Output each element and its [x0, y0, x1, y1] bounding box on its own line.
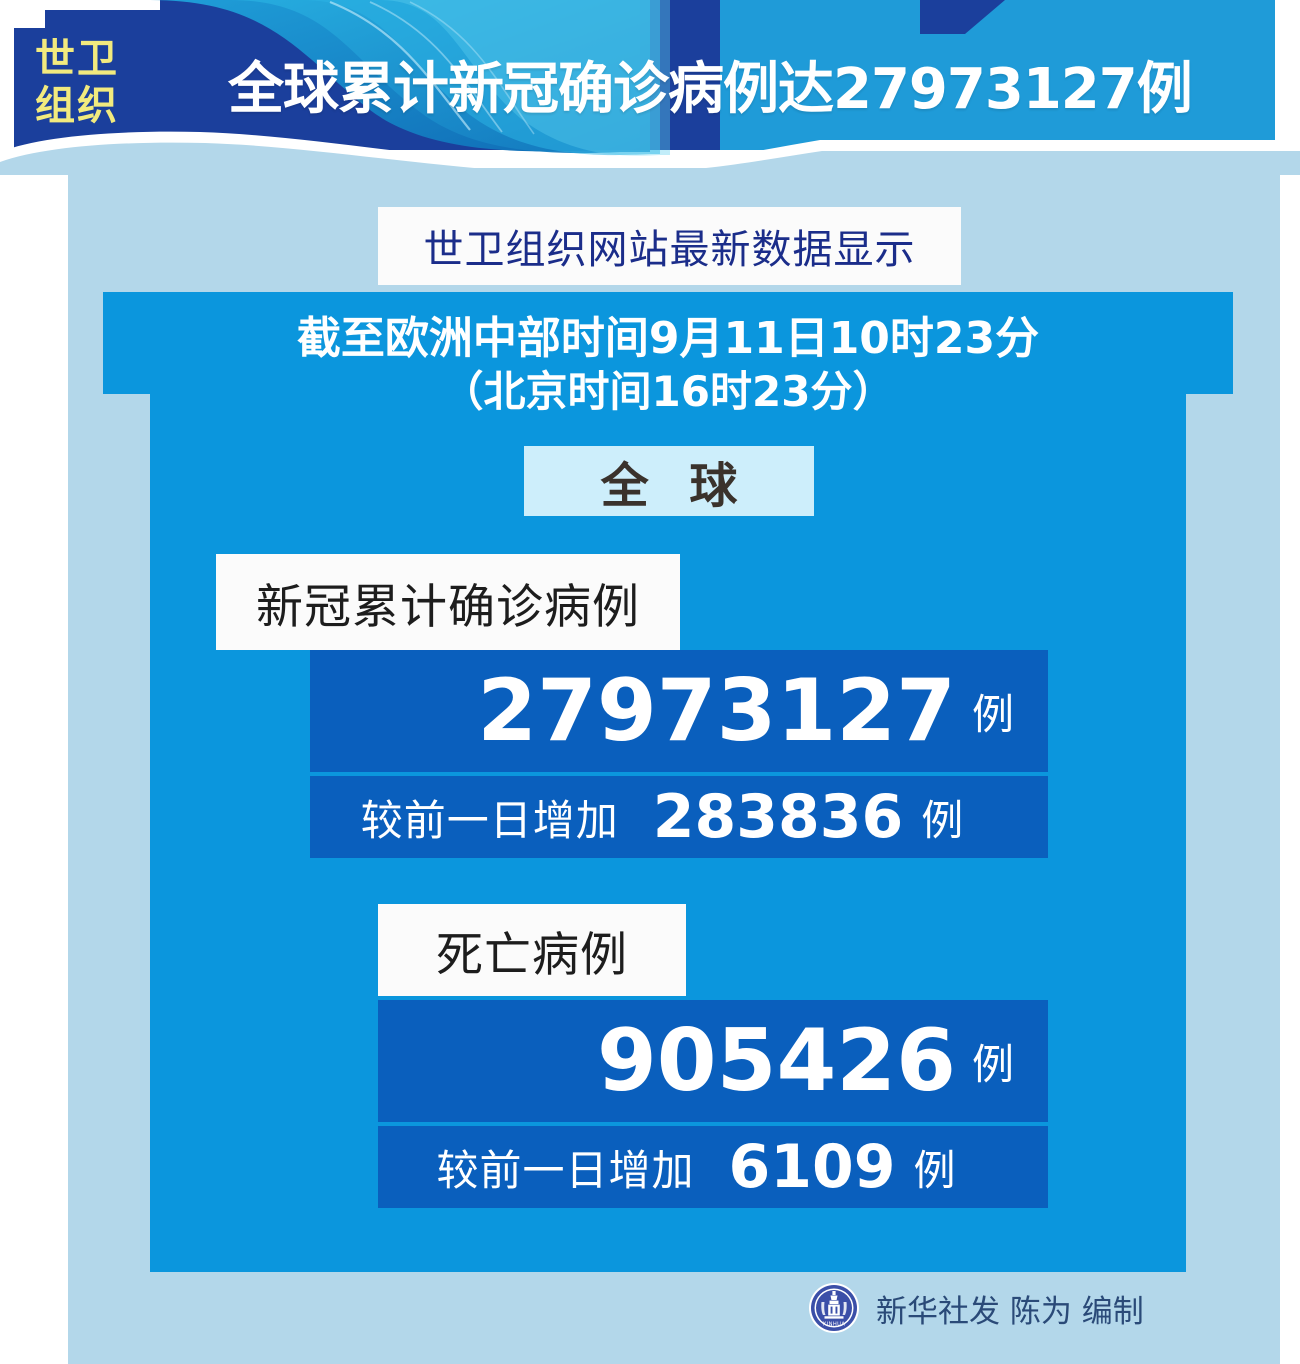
cases-total-unit: 例	[971, 689, 1014, 739]
section-label-deaths-text: 死亡病例	[436, 927, 628, 983]
page-title: 全球累计新冠确诊病例达27973127例	[228, 56, 1193, 122]
deaths-total-value: 905426	[596, 1011, 956, 1111]
deaths-total-unit: 例	[971, 1039, 1014, 1089]
cases-delta-unit: 例	[921, 795, 964, 845]
header-banner: 世卫 组织 全球累计新冠确诊病例达27973127例	[0, 0, 1300, 175]
cases-total-panel: 27973127 例	[310, 650, 1048, 772]
footer-credit: XINHUA 新华社发 陈为 编制	[808, 1282, 1144, 1334]
date-block: 截至欧洲中部时间9月11日10时23分 （北京时间16时23分）	[150, 312, 1186, 418]
scope-badge: 全 球	[524, 446, 814, 516]
cases-delta-panel: 较前一日增加 283836 例	[310, 776, 1048, 858]
section-label-deaths: 死亡病例	[378, 904, 686, 996]
cases-delta-value: 283836	[652, 782, 904, 852]
source-caption-text: 世卫组织网站最新数据显示	[423, 227, 916, 273]
section-label-cases-text: 新冠累计确诊病例	[256, 579, 640, 635]
who-badge-line-2: 组织	[35, 83, 119, 129]
scope-label: 全 球	[600, 458, 750, 514]
deaths-total-panel: 905426 例	[378, 1000, 1048, 1122]
section-label-cases: 新冠累计确诊病例	[216, 554, 680, 650]
deaths-delta-value: 6109	[728, 1132, 896, 1202]
cases-total-value: 27973127	[477, 661, 956, 761]
credit-text: 新华社发 陈为 编制	[876, 1293, 1144, 1330]
date-line-beijing: （北京时间16时23分）	[441, 366, 895, 416]
deaths-delta-unit: 例	[913, 1145, 956, 1195]
svg-text:XINHUA: XINHUA	[823, 1321, 846, 1327]
cases-delta-label: 较前一日增加	[360, 795, 619, 845]
who-badge: 世卫 组织	[18, 28, 136, 138]
deaths-delta-panel: 较前一日增加 6109 例	[378, 1126, 1048, 1208]
date-line-cet: 截至欧洲中部时间9月11日10时23分	[296, 313, 1040, 364]
xinhua-logo-icon: XINHUA	[809, 1283, 859, 1333]
who-badge-line-1: 世卫	[35, 35, 119, 82]
banner-decoration-icon	[0, 0, 1300, 175]
deaths-delta-label: 较前一日增加	[436, 1145, 695, 1195]
source-caption-box: 世卫组织网站最新数据显示	[378, 207, 961, 285]
